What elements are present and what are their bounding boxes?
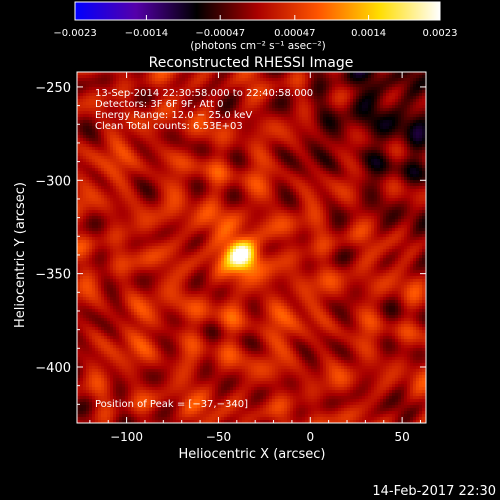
colorbar-ticks: −0.0023 −0.0014 −0.00047 0.00047 0.0014 0.002…	[53, 15, 458, 39]
colorbar-tick-label: 0.0014	[351, 28, 386, 39]
y-tick-label: −300	[35, 174, 71, 189]
y-tick-label: −400	[35, 361, 71, 376]
colorbar-tick-label: −0.00047	[195, 28, 245, 39]
colorbar-tick-label: −0.0014	[125, 28, 168, 39]
chart-title: Reconstructed RHESSI Image	[149, 55, 354, 71]
colorbar-unit-label: (photons cm⁻² s⁻¹ asec⁻²)	[190, 40, 325, 52]
y-tick-label: −350	[35, 268, 71, 283]
footer-timestamp: 14-Feb-2017 22:30	[372, 484, 496, 499]
x-tick-label: 50	[394, 430, 409, 444]
x-axis-ticks: −100 −50 0 50	[89, 72, 421, 444]
x-tick-label: 0	[306, 430, 314, 444]
plot-frame	[76, 71, 427, 424]
colorbar-tick-label: −0.0023	[53, 28, 96, 39]
annotation-block: 13-Sep-2014 22:30:58.000 to 22:40:58.000…	[95, 88, 313, 132]
peak-position-label: Position of Peak = [−37,−340]	[95, 399, 248, 410]
x-axis-label: Heliocentric X (arcsec)	[179, 447, 326, 462]
annotation-detectors: Detectors: 3F 6F 9F, Att 0	[95, 99, 223, 110]
heatmap-image	[77, 72, 426, 423]
y-tick-label: −250	[35, 81, 71, 96]
colorbar-tick-label: 0.00047	[274, 28, 315, 39]
annotation-clean-counts: Clean Total counts: 6.53E+03	[95, 121, 243, 132]
y-axis-ticks: −250 −300 −350 −400	[35, 81, 426, 405]
y-axis-label: Heliocentric Y (arcsec)	[13, 182, 28, 328]
x-tick-label: −50	[206, 430, 231, 444]
colorbar-tick-label: 0.0023	[423, 28, 458, 39]
annotation-energy-range: Energy Range: 12.0 − 25.0 keV	[95, 110, 252, 121]
annotation-time-range: 13-Sep-2014 22:30:58.000 to 22:40:58.000	[95, 88, 313, 99]
x-tick-label: −100	[110, 430, 143, 444]
colorbar	[74, 1, 441, 21]
